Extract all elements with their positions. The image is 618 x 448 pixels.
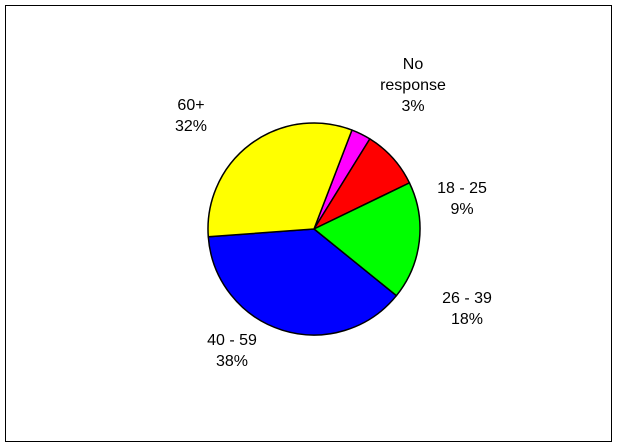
slice-category: 18 - 25 bbox=[437, 180, 487, 197]
pie-slice-60- bbox=[207, 122, 353, 238]
slice-category: 40 - 59 bbox=[207, 332, 257, 349]
slice-category: 60+ bbox=[177, 97, 204, 114]
slice-percent: 38% bbox=[216, 353, 248, 370]
slice-category: 26 - 39 bbox=[442, 290, 492, 307]
pie-slices bbox=[207, 122, 421, 336]
slice-percent: 3% bbox=[401, 98, 424, 115]
slice-category: response bbox=[380, 77, 446, 94]
slice-label-no-response: No response 3% bbox=[380, 56, 446, 115]
slice-label-60-: 60+ 32% bbox=[175, 97, 207, 135]
slice-percent: 32% bbox=[175, 118, 207, 135]
pie-slice-26-39 bbox=[313, 182, 421, 297]
pie-labels: No response 3% 18 - 25 9% 26 - 39 18% 40 - 59 38… bbox=[175, 56, 492, 370]
slice-label-40-59: 40 - 59 38% bbox=[207, 332, 257, 370]
slice-category: No bbox=[403, 56, 424, 73]
slice-label-26-39: 26 - 39 18% bbox=[442, 290, 492, 328]
slice-percent: 18% bbox=[451, 311, 483, 328]
slice-percent: 9% bbox=[450, 201, 473, 218]
slice-label-18-25: 18 - 25 9% bbox=[437, 180, 487, 218]
pie-slice-40-59 bbox=[207, 228, 398, 336]
